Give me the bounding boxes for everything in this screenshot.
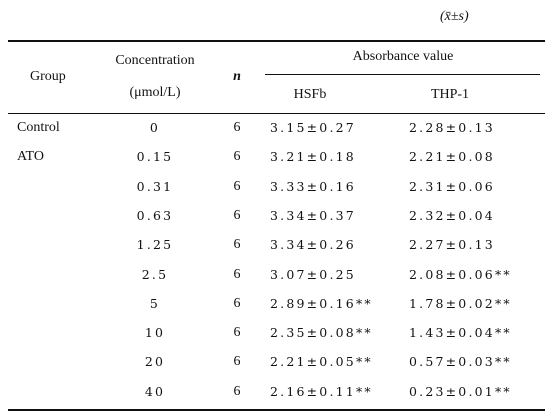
n-cell: 6 xyxy=(233,149,241,165)
thp1-cell: 2.31±0.06 xyxy=(409,178,495,194)
n-cell: 6 xyxy=(233,207,241,223)
n-cell: 6 xyxy=(233,120,241,135)
header-group: Group xyxy=(30,69,66,84)
hsfb-cell: 2.21±0.05** xyxy=(270,354,373,370)
n-cell: 6 xyxy=(233,325,241,341)
thp1-cell: 0.57±0.03** xyxy=(409,354,512,370)
concentration-cell: 10 xyxy=(144,325,166,341)
hsfb-cell: 3.34±0.37 xyxy=(270,207,356,223)
concentration-cell: 0 xyxy=(149,120,161,135)
bottom-rule xyxy=(8,409,545,411)
hsfb-cell: 3.33±0.16 xyxy=(270,178,356,194)
hsfb-cell: 3.21±0.18 xyxy=(270,149,356,165)
mid-rule xyxy=(8,113,545,114)
concentration-cell: 0.15 xyxy=(136,149,174,165)
header-unit: (μmol/L) xyxy=(129,85,181,100)
thp1-cell: 1.78±0.02** xyxy=(409,295,512,311)
top-rule xyxy=(8,40,545,42)
n-cell: 6 xyxy=(233,266,241,282)
concentration-cell: 20 xyxy=(144,354,166,370)
header-concentration: Concentration xyxy=(115,53,195,68)
thp1-cell: 0.23±0.01** xyxy=(409,383,512,399)
thp1-cell: 2.27±0.13 xyxy=(409,237,495,253)
thp1-cell: 2.32±0.04 xyxy=(409,207,495,223)
thp1-cell: 2.08±0.06** xyxy=(409,266,512,282)
hsfb-cell: 2.89±0.16** xyxy=(270,295,373,311)
n-cell: 6 xyxy=(233,383,241,399)
group-cell: ATO xyxy=(17,149,44,165)
concentration-cell: 2.5 xyxy=(141,266,169,282)
n-cell: 6 xyxy=(233,178,241,194)
header-absorbance: Absorbance value xyxy=(352,49,454,64)
concentration-cell: 0.63 xyxy=(136,207,174,223)
n-cell: 6 xyxy=(233,354,241,370)
header-n: n xyxy=(233,69,241,84)
hsfb-cell: 3.15±0.27 xyxy=(270,120,356,135)
concentration-cell: 5 xyxy=(149,295,161,311)
concentration-cell: 0.31 xyxy=(136,178,174,194)
thp1-cell: 1.43±0.04** xyxy=(409,325,512,341)
group-cell: Control xyxy=(17,120,60,135)
header-hsfb: HSFb xyxy=(293,87,327,102)
header-thp1: THP-1 xyxy=(430,87,470,102)
sub-rule xyxy=(265,74,540,75)
thp1-cell: 2.21±0.08 xyxy=(409,149,495,165)
n-cell: 6 xyxy=(233,295,241,311)
hsfb-cell: 3.07±0.25 xyxy=(270,266,356,282)
concentration-cell: 1.25 xyxy=(136,237,174,253)
hsfb-cell: 2.35±0.08** xyxy=(270,325,373,341)
hsfb-cell: 3.34±0.26 xyxy=(270,237,356,253)
thp1-cell: 2.28±0.13 xyxy=(409,120,495,135)
hsfb-cell: 2.16±0.11** xyxy=(270,383,373,399)
n-cell: 6 xyxy=(233,237,241,253)
concentration-cell: 40 xyxy=(144,383,166,399)
note: (x̄±s) xyxy=(440,9,469,24)
